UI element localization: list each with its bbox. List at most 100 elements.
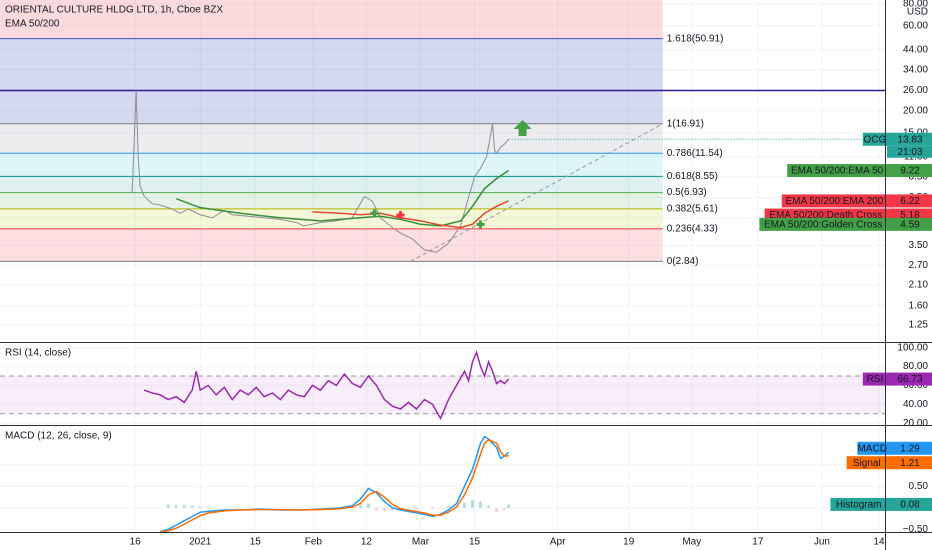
x-tick-label: 12 [361,537,373,548]
series-value-label: 66.73 [897,374,922,385]
y-tick-label: 0.50 [909,481,929,492]
fib-zone [0,208,663,229]
histogram-bar [479,501,483,508]
series-name-label: MACD [857,443,886,454]
histogram-bar [166,504,170,508]
x-tick-label: 2021 [189,537,212,548]
series-value-box [887,372,932,386]
histogram-bar [366,503,370,508]
currency-label: USD [907,7,928,18]
fib-level-label: 0.618(8.55) [667,171,718,182]
fib-zone [0,176,663,193]
y-tick-label: 2.70 [909,260,929,271]
series-line [159,435,510,533]
series-line [143,350,510,421]
histogram-bar [190,505,194,508]
series-value-box [887,164,932,178]
fib-level-label: 0.786(11.54) [667,148,723,159]
histogram-bar [463,502,467,508]
histogram-bar [382,507,386,512]
marker-value-label: 4.59 [900,220,920,231]
x-tick-label: Jun [814,537,830,548]
series-name-box [781,194,887,208]
y-tick-label: 26.00 [903,85,928,96]
cross-marker [476,220,485,229]
series-name-box [862,372,887,386]
series-name-box [857,441,887,455]
x-tick-label: May [682,537,701,548]
histogram-bar [471,500,475,508]
histogram-bar [182,504,186,508]
histogram-bar [495,507,499,513]
x-tick-label: 15 [250,537,262,548]
x-tick-label: Mar [412,537,430,548]
pane-subtitle: EMA 50/200 [5,19,60,30]
histogram-bar [414,507,418,510]
histogram-bar [358,505,362,508]
series-value-label: 6.22 [900,196,920,207]
y-tick-label: 3.50 [909,240,929,251]
series-value-box [887,456,932,470]
y-tick-label: −0.50 [903,524,929,535]
series-value-box [887,132,932,146]
series-name-label: EMA 50/200:EMA 200 [785,196,883,207]
series-line [312,200,509,229]
fib-zone [0,228,663,262]
countdown-box [887,145,932,158]
x-tick-label: 16 [130,537,142,548]
marker-value-box [887,217,932,231]
x-tick-label: 14 [873,537,885,548]
histogram-bar [487,505,491,508]
x-tick-label: 15 [469,537,481,548]
histogram-bar [198,506,202,508]
y-tick-label: 20.00 [903,418,928,429]
pane-title: ORIENTAL CULTURE HLDG LTD, 1h, Cboe BZX [5,5,223,16]
fib-level-label: 0.382(5.61) [667,204,718,215]
fib-level-label: 0(2.84) [667,256,699,267]
series-name-label: Histogram [836,500,882,511]
y-tick-label: 44.00 [903,45,928,56]
series-value-label: 0.08 [900,500,920,511]
x-tick-label: 17 [752,537,764,548]
arrow-up [513,119,532,136]
histogram-bar [430,507,434,510]
y-tick-label: 20.00 [903,105,928,116]
cross-marker [370,209,379,218]
y-tick-label: 100.00 [897,342,928,353]
series-name-box [846,456,887,470]
y-tick-label: 2.10 [909,279,929,290]
fib-level-label: 0.236(4.33) [667,224,718,235]
y-tick-label: 34.00 [903,64,928,75]
series-line [160,438,509,533]
series-name-label: OCG [864,134,887,145]
y-tick-label: 1.60 [909,300,929,311]
y-tick-label: 80.00 [903,361,928,372]
y-tick-label: 1.25 [909,319,929,330]
x-tick-label: Apr [550,537,566,548]
marker-value-label: 5.18 [900,210,920,221]
series-name-label: EMA 50/200:EMA 50 [791,166,884,177]
y-tick-label: 40.00 [903,399,928,410]
series-value-label: 1.29 [900,443,920,454]
x-tick-label: Feb [305,537,323,548]
fib-level-label: 1.618(50.91) [667,33,724,44]
marker-name-label: EMA 50/200:Death Cross [769,210,882,221]
series-name-label: Signal [853,458,881,469]
series-name-box [830,497,887,511]
histogram-bar [206,507,210,508]
pane-title: MACD (12, 26, close, 9) [5,431,112,442]
fib-zone [0,123,663,154]
histogram-bar [390,507,394,511]
trend-line [410,123,663,262]
pane-title: RSI (14, close) [5,348,71,359]
series-value-box [887,441,932,455]
cross-marker [396,211,405,220]
fib-level-label: 0.5(6.93) [667,187,707,198]
series-value-box [887,194,932,208]
series-value-label: 1.21 [900,458,920,469]
y-tick-label: 60.00 [903,21,928,32]
series-value-box [887,497,932,511]
fib-level-label: 1(16.91) [667,118,704,129]
